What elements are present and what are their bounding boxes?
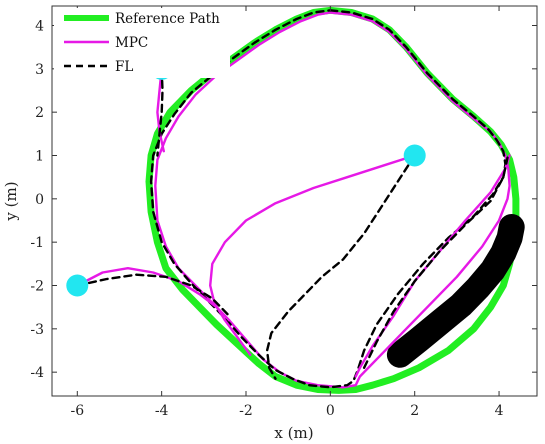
series-line-mpc-2 (156, 67, 166, 153)
x-tick-label-5: 4 (495, 403, 504, 419)
legend-label-mpc: MPC (115, 35, 148, 51)
y-axis-label: y (m) (2, 181, 20, 221)
y-tick-label-5: 1 (35, 149, 44, 165)
start-point-2 (66, 274, 89, 297)
x-tick-label-3: 0 (326, 403, 335, 419)
legend-label-reference-path: Reference Path (115, 11, 220, 27)
x-axis-label: x (m) (274, 424, 313, 442)
x-tick-label-4: 2 (410, 403, 419, 419)
obstacle-band (386, 214, 525, 368)
y-tick-label-4: 0 (35, 192, 44, 208)
x-tick-label-2: -2 (239, 403, 253, 419)
legend-label-fl: FL (115, 59, 133, 75)
start-point-1 (403, 144, 426, 167)
series-layer (66, 6, 525, 394)
y-tick-label-3: -1 (30, 235, 44, 251)
x-tick-label-0: -6 (70, 403, 84, 419)
legend: Reference Path MPC FL (54, 8, 230, 78)
series-line-fl-7 (76, 273, 231, 317)
y-tick-label-7: 3 (35, 62, 44, 78)
series-line-fl-1 (149, 9, 507, 389)
y-tick-label-1: -3 (30, 322, 44, 338)
series-line-fl-3 (156, 67, 164, 157)
y-tick-label-0: -4 (30, 365, 44, 381)
y-tick-label-6: 2 (35, 105, 44, 121)
y-tick-label-8: 4 (35, 19, 44, 35)
series-line-mpc-4 (208, 154, 416, 356)
x-tick-label-1: -4 (155, 403, 169, 419)
series-line-fl-9 (362, 156, 509, 369)
y-tick-label-2: -2 (30, 279, 44, 295)
axes-layer: -6 -4 -2 0 2 4 -4 -3 -2 -1 0 1 2 3 4 (30, 6, 537, 419)
